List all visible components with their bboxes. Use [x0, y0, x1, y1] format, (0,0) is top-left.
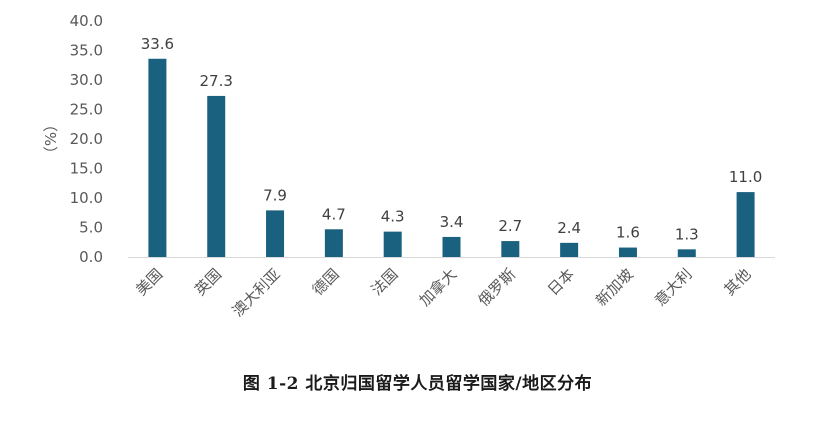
bar [207, 95, 226, 258]
category-label: 日本 [544, 265, 578, 299]
category-label: 法国 [368, 265, 402, 299]
value-label: 4.7 [322, 205, 346, 223]
bar [560, 242, 579, 257]
category-label: 英国 [191, 265, 225, 299]
value-label: 2.4 [557, 219, 581, 237]
category-label: 加拿大 [416, 265, 461, 310]
category-label: 俄罗斯 [475, 265, 520, 310]
y-tick-label: 30.0 [70, 71, 103, 89]
category-label: 德国 [309, 265, 343, 299]
category-label: 澳大利亚 [229, 265, 284, 320]
bar [618, 247, 637, 257]
y-tick-label: 25.0 [70, 101, 103, 119]
bar [736, 192, 755, 257]
bar-chart: 0.0 5.0 10.0 15.0 20.0 25.0 30.0 35.0 40.0 （%） 3… [42, 12, 775, 320]
bars [148, 58, 755, 258]
bar [324, 229, 343, 257]
value-label: 2.7 [498, 217, 522, 235]
y-tick-label: 5.0 [79, 219, 103, 237]
bar [501, 241, 520, 257]
value-label: 33.6 [141, 35, 174, 53]
category-label: 其他 [720, 265, 754, 299]
y-tick-label: 20.0 [70, 130, 103, 148]
y-axis-ticks: 0.0 5.0 10.0 15.0 20.0 25.0 30.0 35.0 40.0 [70, 12, 103, 266]
bar [442, 236, 461, 257]
value-label: 7.9 [263, 186, 287, 204]
bar [148, 58, 167, 258]
category-label: 意大利 [651, 265, 696, 310]
bar [266, 210, 285, 257]
value-labels: 33.6 27.3 7.9 4.7 4.3 3.4 2.7 2.4 1.6 1.3 11.0 [141, 35, 763, 244]
y-axis-label: （%） [42, 117, 60, 161]
category-label: 新加坡 [592, 265, 637, 310]
figure-caption: 图 1-2 北京归国留学人员留学国家/地区分布 [242, 374, 593, 394]
category-labels: 美国 英国 澳大利亚 德国 法国 加拿大 俄罗斯 日本 新加坡 意大利 其他 [132, 265, 754, 320]
value-label: 27.3 [200, 72, 233, 90]
value-label: 1.3 [675, 225, 699, 243]
y-tick-label: 40.0 [70, 12, 103, 30]
y-tick-label: 10.0 [70, 189, 103, 207]
value-label: 11.0 [729, 168, 762, 186]
y-tick-label: 0.0 [79, 248, 103, 266]
y-tick-label: 35.0 [70, 42, 103, 60]
bar [677, 249, 696, 257]
value-label: 4.3 [381, 208, 405, 226]
value-label: 3.4 [440, 213, 464, 231]
category-label: 美国 [132, 265, 166, 299]
value-label: 1.6 [616, 224, 640, 242]
bar [383, 231, 402, 257]
y-tick-label: 15.0 [70, 160, 103, 178]
